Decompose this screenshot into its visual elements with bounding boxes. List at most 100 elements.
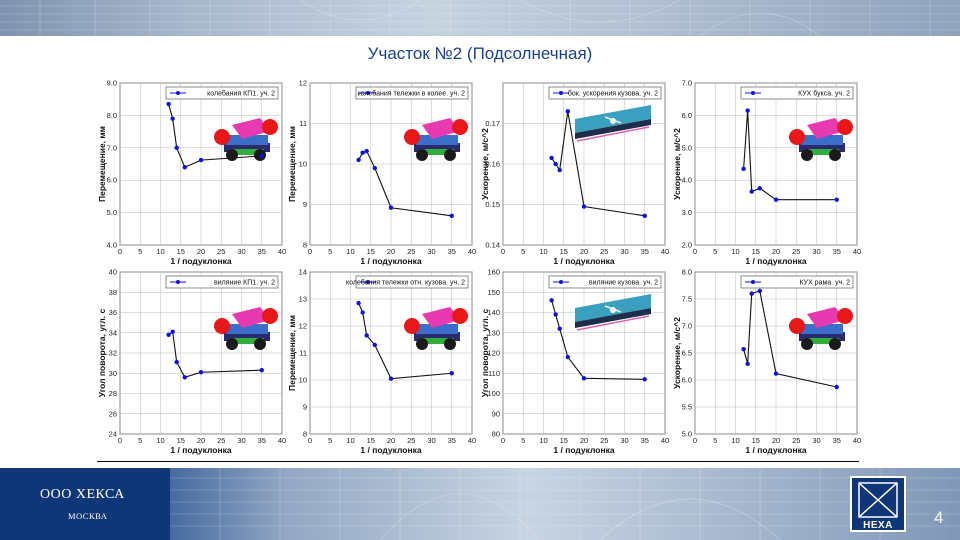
y-axis-label: Угол поворота, угл. с <box>97 309 107 398</box>
chart-7-plot: 0 5 10 15 20 25 30 35 40 80 90 100 110 120 130 140 150 16… <box>480 268 669 456</box>
x-tick-label: 10 <box>731 247 739 256</box>
chart-2-plot: 0 5 10 15 20 25 30 35 40 8 9 10 11 12 1 / подуклонка Пе… <box>287 79 476 267</box>
data-point <box>757 288 762 294</box>
y-tick-label: 7.0 <box>682 322 692 331</box>
x-tick-label: 10 <box>156 436 164 445</box>
company-panel <box>0 468 170 540</box>
x-tick-label: 30 <box>812 436 820 445</box>
company-city: МОСКВА <box>68 511 108 521</box>
y-tick-label: 36 <box>109 308 117 317</box>
data-point <box>174 359 179 365</box>
y-tick-label: 9.0 <box>107 79 117 88</box>
data-point <box>642 377 647 382</box>
y-tick-label: 40 <box>109 268 117 277</box>
x-tick-label: 0 <box>308 436 312 445</box>
data-point <box>581 376 587 381</box>
x-tick-label: 35 <box>448 436 456 445</box>
x-tick-label: 40 <box>278 247 286 256</box>
chart-5-plot: 0 5 10 15 20 25 30 35 40 24 26 28 30 32 34 36 38 40 1 / по… <box>97 268 286 456</box>
x-tick-label: 0 <box>118 436 122 445</box>
chart-6-plot: 0 5 10 15 20 25 30 35 40 8 9 10 11 12 13 14 1 / подуклон… <box>287 268 476 456</box>
bogie-model-image <box>404 118 468 161</box>
x-tick-label: 25 <box>600 247 608 256</box>
chart-3-plot: 0 5 10 15 20 25 30 35 40 0.14 0.15 0.16 0.17 1 / поду… <box>480 82 669 266</box>
x-tick-label: 10 <box>539 436 547 445</box>
x-tick-label: 10 <box>156 247 164 256</box>
bogie-model-image <box>789 118 853 161</box>
data-point <box>757 186 762 191</box>
data-point <box>174 145 179 150</box>
bogie-model-image <box>214 118 278 161</box>
data-point <box>166 101 171 107</box>
chart-7: 0 5 10 15 20 25 30 35 40 80 90 100 110 120 130 140 150 16… <box>480 268 669 456</box>
data-point <box>259 153 264 159</box>
x-tick-label: 5 <box>521 247 525 256</box>
x-tick-label: 20 <box>580 247 588 256</box>
x-tick-label: 5 <box>713 247 717 256</box>
y-tick-label: 6.5 <box>682 349 692 358</box>
data-point <box>834 384 839 390</box>
data-point <box>834 197 839 202</box>
legend-label: колебания тележки отн. кузова. уч. 2 <box>346 279 465 287</box>
x-tick-label: 35 <box>641 436 649 445</box>
x-tick-label: 35 <box>258 436 266 445</box>
data-point <box>557 326 562 331</box>
y-tick-label: 130 <box>487 328 500 337</box>
y-tick-label: 6.0 <box>682 111 692 120</box>
y-tick-label: 11 <box>299 119 307 128</box>
legend-box <box>165 86 279 100</box>
y-tick-label: 38 <box>109 288 117 297</box>
x-tick-label: 0 <box>501 247 505 256</box>
data-point <box>198 157 204 163</box>
y-tick-label: 6.0 <box>107 176 117 185</box>
y-tick-label: 0.17 <box>485 119 500 128</box>
x-tick-label: 30 <box>620 247 628 256</box>
data-point <box>557 167 562 173</box>
x-tick-label: 5 <box>713 436 717 445</box>
x-tick-label: 25 <box>407 436 415 445</box>
y-tick-label: 5.0 <box>682 430 692 439</box>
y-tick-label: 5.0 <box>682 143 692 152</box>
y-tick-label: 0.14 <box>485 241 500 250</box>
y-tick-label: 12 <box>299 79 307 88</box>
data-point <box>372 165 377 171</box>
bogie-model-image <box>789 307 853 350</box>
y-tick-label: 7.5 <box>682 295 692 304</box>
y-tick-label: 9 <box>303 403 307 412</box>
x-tick-label: 15 <box>177 436 185 445</box>
data-point <box>773 197 779 202</box>
x-tick-label: 10 <box>539 247 547 256</box>
x-tick-label: 0 <box>501 436 505 445</box>
x-tick-label: 0 <box>693 436 697 445</box>
y-axis-label: Перемещение, мм <box>97 126 107 202</box>
y-tick-label: 90 <box>492 409 500 418</box>
x-tick-label: 15 <box>752 247 760 256</box>
data-point <box>182 375 187 380</box>
chart-5: 0 5 10 15 20 25 30 35 40 24 26 28 30 32 34 36 38 40 1 / по… <box>97 268 286 456</box>
chart-4: 0 5 10 15 20 25 30 35 40 2.0 3.0 4.0 5.0 6.0 7.0 1 / по… <box>672 79 861 267</box>
y-tick-label: 7.0 <box>107 143 117 152</box>
x-tick-label: 25 <box>792 247 800 256</box>
x-tick-label: 40 <box>853 247 861 256</box>
x-tick-label: 15 <box>560 436 568 445</box>
x-tick-label: 20 <box>580 436 588 445</box>
data-point <box>182 165 187 170</box>
data-point <box>749 291 754 296</box>
bottom-rule <box>97 461 859 462</box>
chart-1: 0 5 10 15 20 25 30 35 40 4.0 5.0 6.0 7.0 8.0 9.0 1 / по… <box>97 79 286 267</box>
chart-1-plot: 0 5 10 15 20 25 30 35 40 4.0 5.0 6.0 7.0 8.0 9.0 1 / по… <box>97 79 286 267</box>
x-tick-label: 40 <box>468 436 476 445</box>
legend-marker <box>176 280 180 284</box>
y-tick-label: 3.0 <box>682 208 692 217</box>
y-tick-label: 2.0 <box>682 241 692 250</box>
x-tick-label: 30 <box>237 247 245 256</box>
series-line <box>743 290 837 388</box>
x-tick-label: 5 <box>138 436 142 445</box>
x-axis-label: 1 / подуклонка <box>360 256 421 266</box>
legend-box <box>548 86 662 100</box>
y-tick-label: 10 <box>299 160 307 169</box>
series-line <box>168 103 262 168</box>
x-tick-label: 35 <box>833 247 841 256</box>
y-tick-label: 11 <box>299 349 307 358</box>
x-tick-label: 35 <box>833 436 841 445</box>
